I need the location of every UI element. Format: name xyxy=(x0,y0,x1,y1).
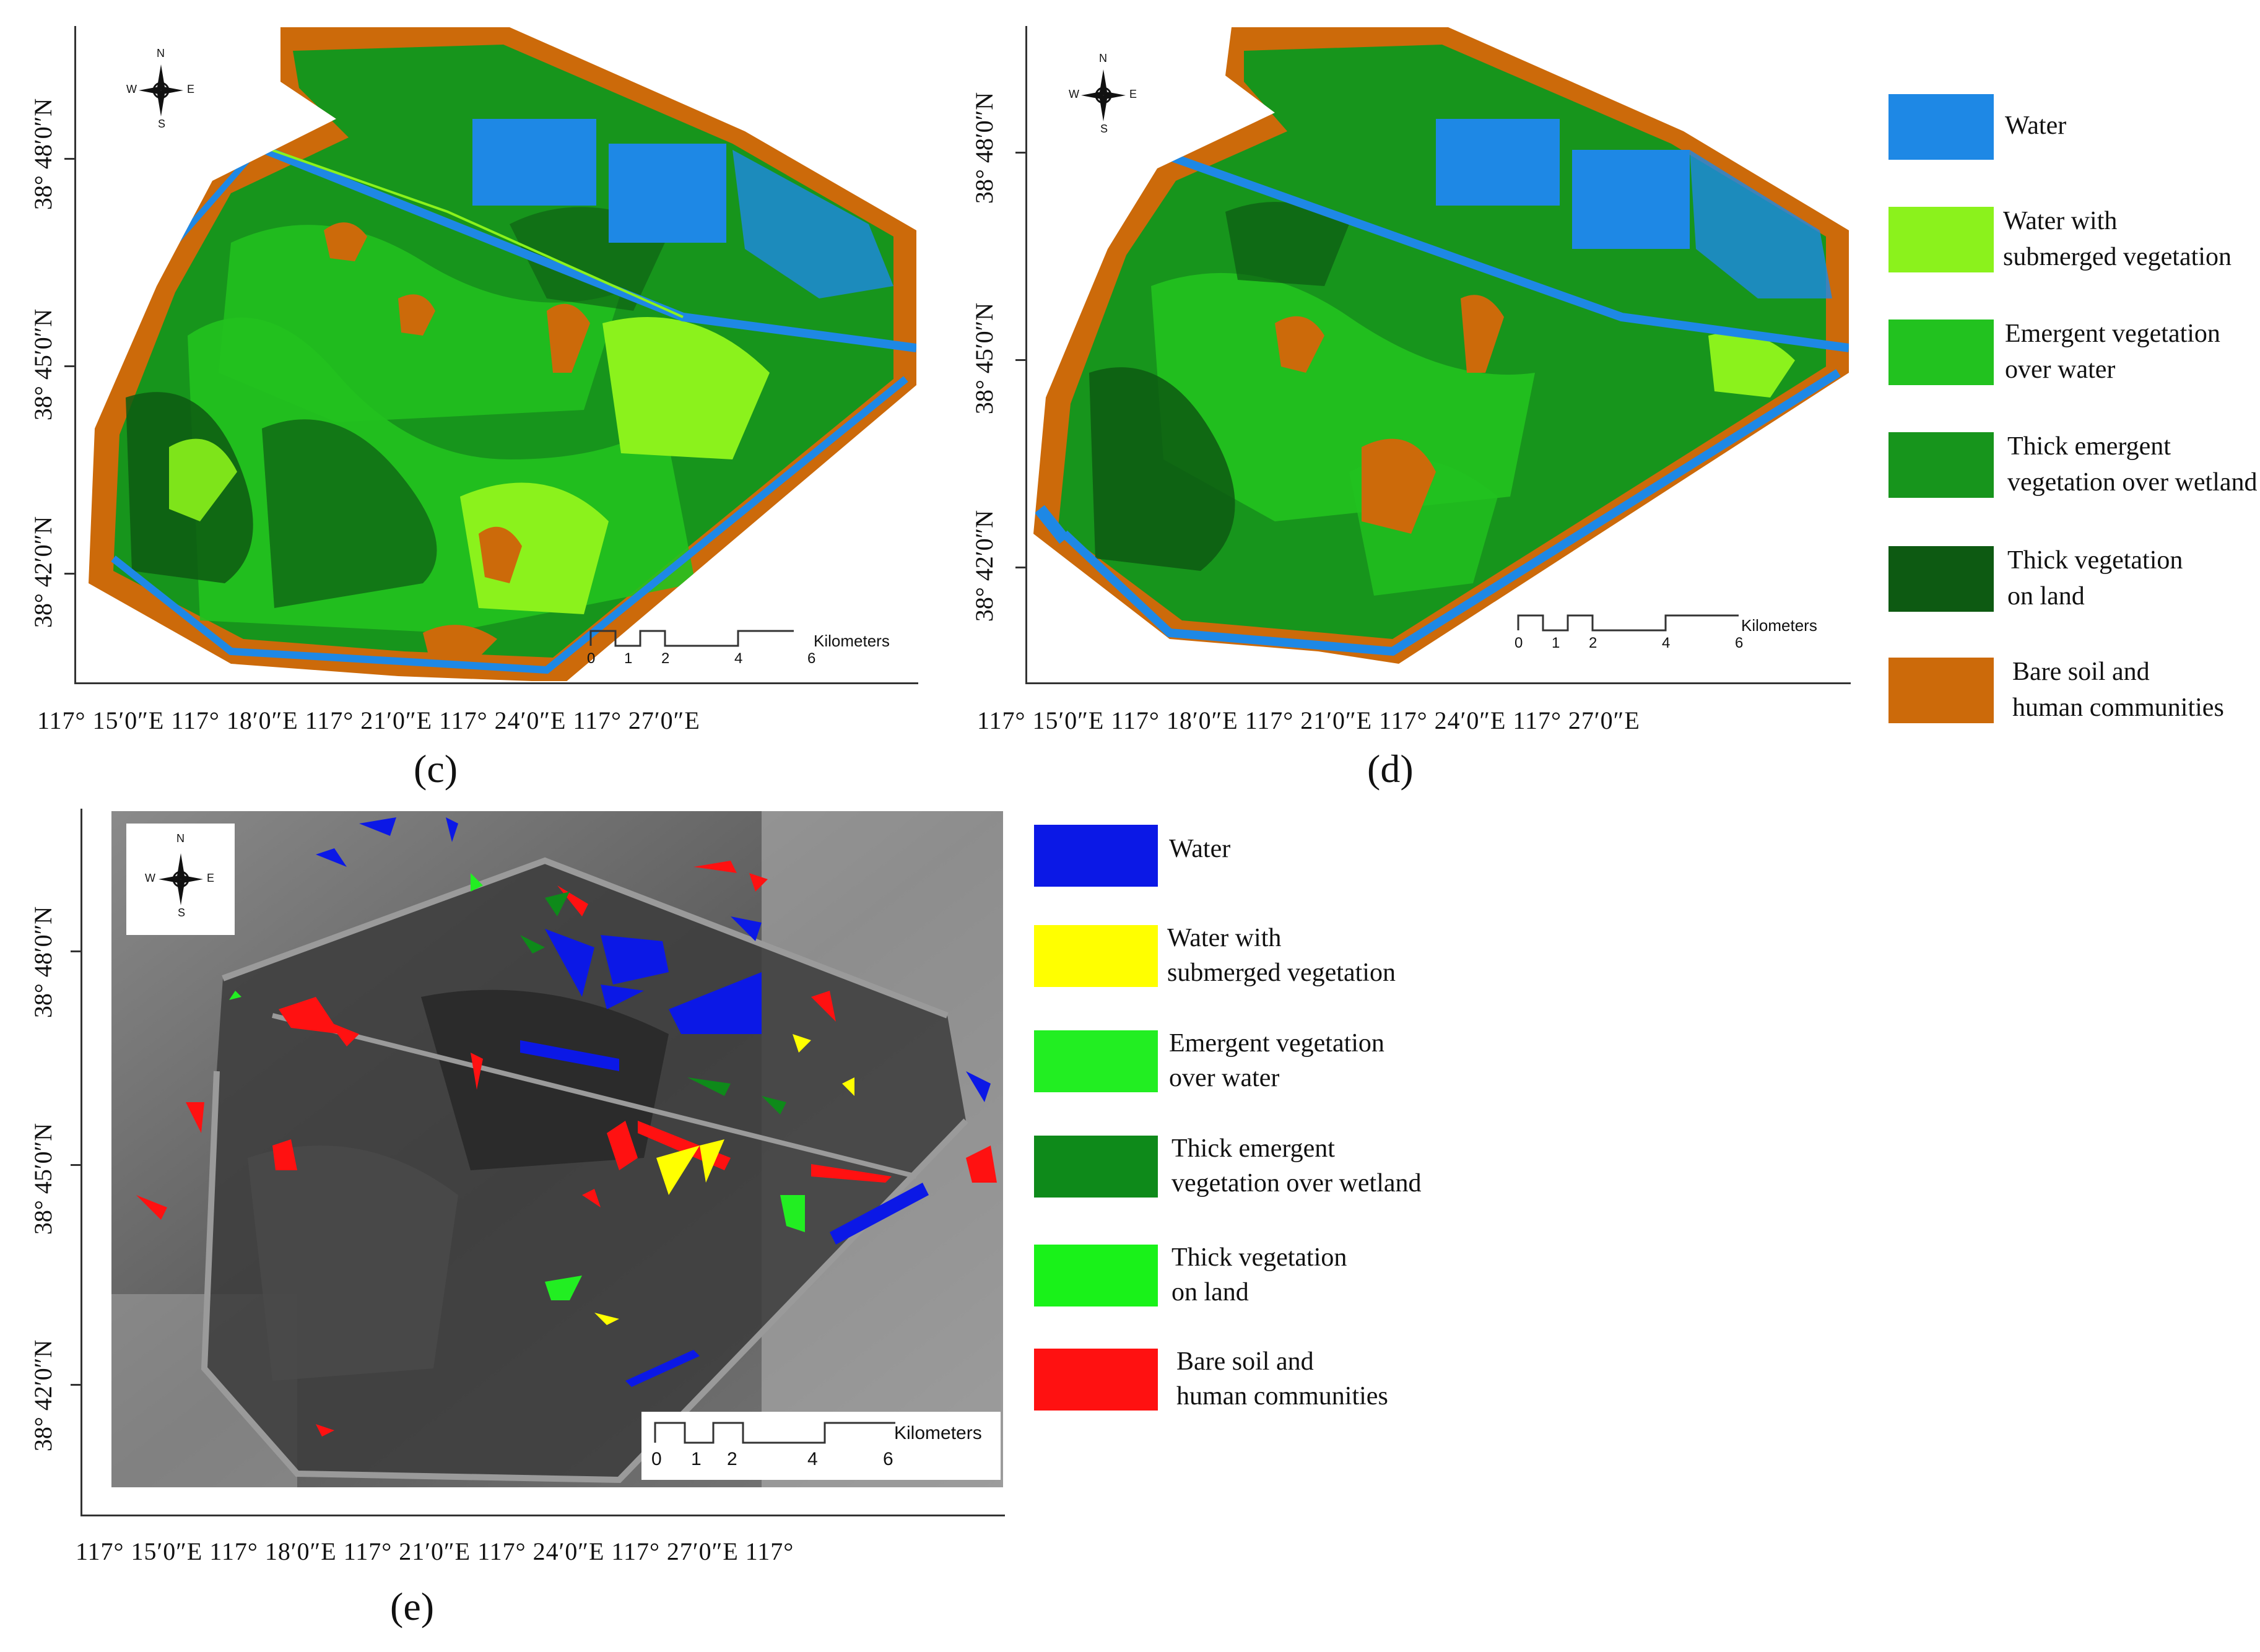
scale-label-0: 0 xyxy=(1515,635,1523,651)
satellite-image-e xyxy=(111,811,1003,1487)
panel-c-frame xyxy=(74,26,918,684)
panel-d-frame xyxy=(1025,26,1851,684)
legend-swatch xyxy=(1034,1136,1158,1198)
scale-bar-c: Kilometers 0 1 2 4 6 xyxy=(587,625,899,669)
compass-n-label: N xyxy=(1099,52,1107,64)
compass-e-label: E xyxy=(207,872,215,884)
legend-label: Water with xyxy=(1167,924,1282,952)
scale-label-4: 4 xyxy=(734,650,743,667)
panel-e-frame xyxy=(80,809,1005,1516)
scale-label-6: 6 xyxy=(883,1449,893,1469)
legend-swatch xyxy=(1034,1030,1158,1092)
x-tick-labels: 117° 15′0″E 117° 18′0″E 117° 21′0″E 117°… xyxy=(76,1537,794,1565)
scale-label-2: 2 xyxy=(661,650,670,667)
compass-e-label: E xyxy=(187,83,195,95)
legend-label: submerged vegetation xyxy=(1167,959,1396,987)
legend-label: Thick vegetation xyxy=(2007,546,2183,575)
legend-swatch xyxy=(1034,825,1158,887)
y-tick-label: 38° 45′0″N xyxy=(29,1123,57,1235)
y-tick-label: 38° 48′0″N xyxy=(29,98,57,211)
legend-swatch xyxy=(1888,207,1994,272)
legend-label: Emergent vegetation xyxy=(2005,320,2220,348)
scale-bar-e: Kilometers 0 1 2 4 6 xyxy=(641,1412,1001,1480)
scale-label-2: 2 xyxy=(1589,635,1597,651)
legend-label: submerged vegetation xyxy=(2003,243,2232,271)
legend-label: over water xyxy=(2005,355,2116,384)
legend-label: Water with xyxy=(2003,207,2118,235)
y-tick-label: 38° 45′0″N xyxy=(29,308,57,421)
legend-label: Thick emergent xyxy=(2007,432,2171,461)
legend-label: Thick vegetation xyxy=(1171,1243,1347,1272)
scale-label-1: 1 xyxy=(691,1449,702,1469)
panel-label-e: (e) xyxy=(390,1585,435,1628)
legend-swatch xyxy=(1888,546,1994,612)
scale-label-0: 0 xyxy=(587,650,596,667)
classification-map-c xyxy=(89,27,916,681)
compass-s-label: S xyxy=(158,118,166,130)
compass-e-label: E xyxy=(1129,88,1137,100)
legend-label: Bare soil and xyxy=(2012,658,2150,686)
compass-w-label: W xyxy=(126,83,137,95)
y-tick-label: 38° 42′0″N xyxy=(970,510,998,622)
legend-label: Water xyxy=(2005,111,2067,140)
scale-unit-label: Kilometers xyxy=(814,632,890,650)
scale-bar-d: Kilometers 0 1 2 4 6 xyxy=(1515,610,1827,653)
x-tick-labels: 117° 15′0″E 117° 18′0″E 117° 21′0″E 117°… xyxy=(37,706,700,734)
compass-w-label: W xyxy=(145,872,155,884)
scale-label-6: 6 xyxy=(807,650,816,667)
compass-rose-icon xyxy=(139,64,183,116)
scale-unit-label: Kilometers xyxy=(1741,616,1817,635)
compass-d: N S W E xyxy=(1066,52,1141,136)
scale-label-4: 4 xyxy=(1662,635,1671,651)
legend-label: on land xyxy=(1171,1278,1249,1306)
scale-label-6: 6 xyxy=(1735,635,1744,651)
legend-label: over water xyxy=(1169,1064,1280,1092)
legend-label: vegetation over wetland xyxy=(2007,468,2258,497)
scale-unit-label: Kilometers xyxy=(894,1423,982,1443)
y-tick-label: 38° 42′0″N xyxy=(29,1339,57,1452)
y-tick-label: 38° 48′0″N xyxy=(29,906,57,1019)
compass-n-label: N xyxy=(157,47,165,59)
legend-swatch xyxy=(1888,94,1994,160)
legend-swatch xyxy=(1034,925,1158,987)
compass-rose-icon xyxy=(1081,69,1126,121)
scale-label-1: 1 xyxy=(624,650,633,667)
legend-label: Water xyxy=(1169,835,1231,863)
legend-swatch xyxy=(1888,432,1994,498)
scale-label-1: 1 xyxy=(1552,635,1560,651)
compass-s-label: S xyxy=(1100,123,1108,135)
legend-swatch xyxy=(1034,1349,1158,1411)
legend-label: Bare soil and xyxy=(1176,1347,1314,1376)
y-tick-label: 38° 48′0″N xyxy=(970,92,998,204)
compass-s-label: S xyxy=(178,906,186,919)
legend-label: Thick emergent xyxy=(1171,1134,1335,1163)
compass-e: N S W E xyxy=(126,824,235,935)
legend-swatch xyxy=(1888,658,1994,723)
scale-label-0: 0 xyxy=(651,1449,662,1469)
y-tick-label: 38° 45′0″N xyxy=(970,302,998,415)
panel-label-d: (d) xyxy=(1367,747,1414,791)
legend-label: on land xyxy=(2007,582,2085,611)
legend-label: human communities xyxy=(1176,1382,1388,1411)
compass-rose-icon xyxy=(159,853,203,905)
scale-label-2: 2 xyxy=(727,1449,737,1469)
compass-n-label: N xyxy=(176,832,185,845)
legend-swatch xyxy=(1888,320,1994,385)
legend-swatch xyxy=(1034,1245,1158,1306)
classification-map-d xyxy=(1033,27,1849,664)
legend-label: vegetation over wetland xyxy=(1171,1169,1422,1198)
x-tick-labels: 117° 15′0″E 117° 18′0″E 117° 21′0″E 117°… xyxy=(977,706,1640,734)
legend-label: human communities xyxy=(2012,693,2224,722)
y-tick-label: 38° 42′0″N xyxy=(29,516,57,628)
legend-label: Emergent vegetation xyxy=(1169,1029,1384,1058)
compass-c: N S W E xyxy=(124,47,198,131)
compass-w-label: W xyxy=(1069,88,1079,100)
scale-label-4: 4 xyxy=(807,1449,818,1469)
panel-label-c: (c) xyxy=(414,747,458,791)
